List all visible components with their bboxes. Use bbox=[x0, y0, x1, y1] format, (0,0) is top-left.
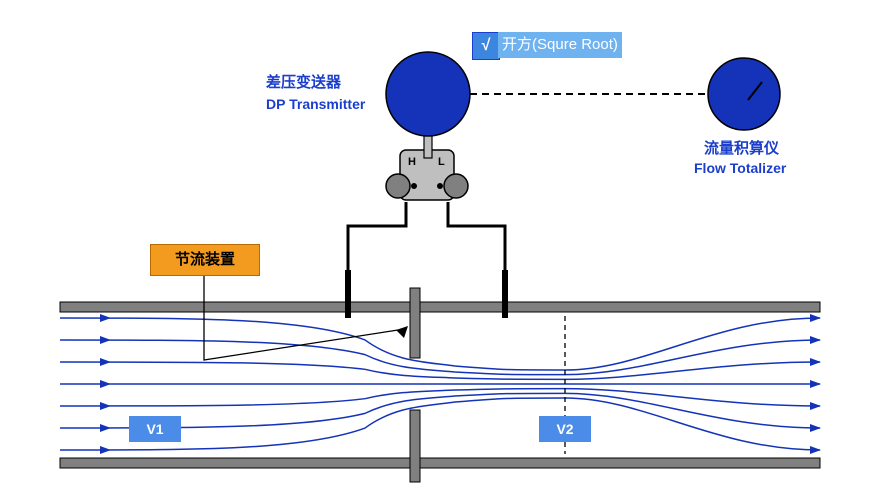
square-root-label: 开方(Squre Root) bbox=[498, 32, 622, 58]
flow-totalizer-label-cn: 流量积算仪 bbox=[704, 140, 779, 158]
diagram-canvas: 差压变送器 DP Transmitter 流量积算仪 Flow Totalize… bbox=[0, 0, 886, 504]
velocity-v2-label: V2 bbox=[539, 416, 591, 442]
square-root-icon: √ bbox=[472, 32, 500, 60]
throttle-device-label: 节流装置 bbox=[150, 244, 260, 276]
sqrt-symbol: √ bbox=[482, 37, 491, 54]
velocity-v1-label: V1 bbox=[129, 416, 181, 442]
flow-totalizer-label-en: Flow Totalizer bbox=[694, 160, 786, 177]
dp-transmitter-label-cn: 差压变送器 bbox=[266, 74, 341, 92]
low-port-label: L bbox=[438, 156, 445, 169]
square-root-label-cn: 开方 bbox=[502, 36, 532, 53]
dp-transmitter-label-en: DP Transmitter bbox=[266, 96, 365, 113]
square-root-label-en: (Squre Root) bbox=[532, 36, 618, 53]
high-port-label: H bbox=[408, 156, 416, 169]
